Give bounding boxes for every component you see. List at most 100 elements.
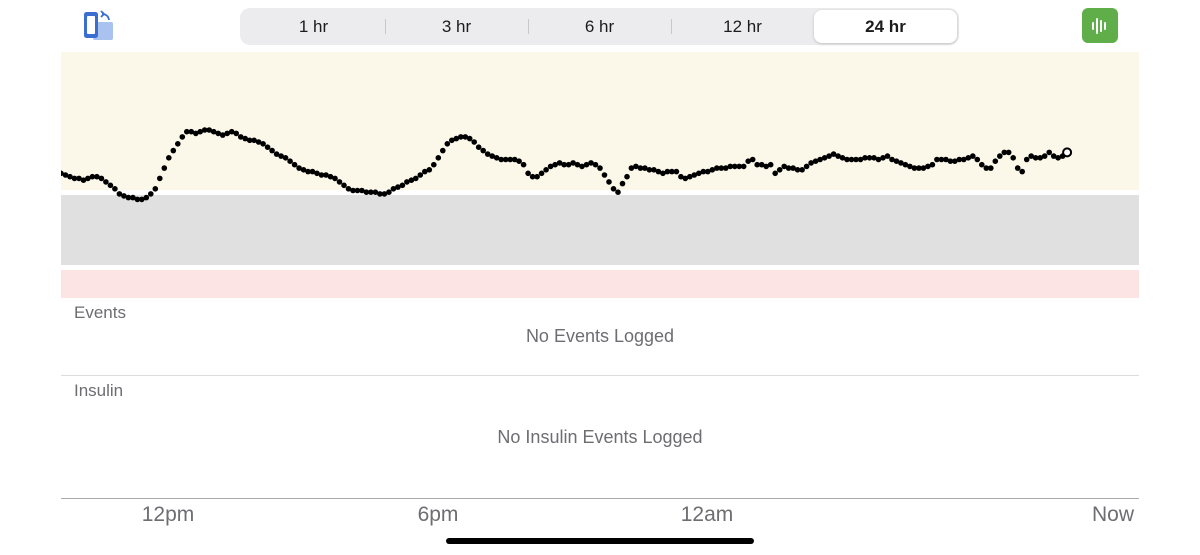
glucose-point	[453, 135, 460, 142]
glucose-point	[745, 158, 751, 164]
glucose-point	[839, 155, 846, 161]
glucose-point	[431, 161, 437, 168]
glucose-point	[381, 191, 388, 197]
glucose-point	[426, 167, 433, 173]
glucose-point	[871, 155, 877, 161]
glucose-point	[269, 147, 275, 154]
glucose-point	[246, 137, 253, 144]
glucose-point	[817, 156, 823, 163]
glucose-point	[682, 175, 689, 182]
glucose-point	[988, 165, 994, 171]
glucose-point	[556, 160, 563, 166]
glucose-point	[794, 167, 801, 173]
glucose-point	[947, 158, 954, 164]
glucose-point	[157, 175, 163, 182]
glucose-point	[170, 147, 177, 154]
glucose-point	[749, 156, 756, 163]
glucose-point	[624, 173, 630, 180]
glucose-point	[112, 186, 118, 192]
glucose-point	[148, 191, 154, 197]
time-axis-line	[61, 498, 1139, 499]
glucose-point	[705, 168, 711, 175]
glucose-point	[237, 134, 244, 140]
glucose-point	[606, 179, 612, 185]
glucose-point	[314, 170, 320, 177]
glucose-point	[547, 163, 554, 170]
glucose-point	[723, 165, 729, 171]
glucose-point	[615, 189, 621, 195]
glucose-point	[62, 172, 69, 178]
glucose-point	[961, 156, 967, 163]
glucose-point	[1010, 155, 1016, 161]
glucose-point	[952, 158, 958, 164]
glucose-point	[341, 182, 347, 189]
glucose-point	[390, 186, 397, 192]
glucose-point	[848, 156, 855, 163]
glucose-point	[799, 167, 805, 173]
glucose-readings	[61, 127, 1073, 203]
x-tick-label: 6pm	[417, 503, 459, 526]
glucose-point	[502, 156, 509, 163]
range-24hr[interactable]: 24 hr	[814, 10, 957, 43]
home-indicator[interactable]	[446, 538, 754, 544]
glucose-point	[440, 147, 446, 154]
glucose-point	[480, 147, 487, 154]
glucose-point	[197, 128, 203, 135]
audio-bars-button[interactable]	[1082, 8, 1118, 43]
glucose-point	[920, 165, 927, 171]
glucose-point	[458, 134, 464, 140]
glucose-point	[471, 139, 478, 145]
glucose-point	[372, 189, 379, 195]
glucose-point	[902, 161, 909, 168]
glucose-point	[282, 155, 289, 161]
glucose-point	[651, 167, 657, 173]
glucose-point	[718, 165, 725, 171]
glucose-point	[363, 189, 370, 195]
glucose-point	[669, 168, 675, 175]
glucose-point	[983, 165, 990, 171]
glucose-point	[655, 168, 662, 175]
glucose-point	[210, 128, 217, 135]
glucose-point	[462, 134, 469, 140]
glucose-point	[592, 161, 599, 168]
glucose-point	[386, 189, 392, 195]
glucose-point	[790, 165, 796, 171]
glucose-point	[143, 194, 150, 201]
glucose-point	[880, 155, 886, 161]
glucose-point	[1032, 155, 1039, 161]
range-3hr[interactable]: 3 hr	[385, 10, 528, 43]
glucose-point	[637, 165, 644, 171]
events-label: Events	[74, 303, 126, 322]
glucose-point	[1023, 156, 1030, 163]
glucose-point	[844, 156, 850, 163]
glucose-point	[884, 153, 891, 159]
glucose-point	[511, 156, 518, 163]
glucose-point	[278, 153, 284, 159]
glucose-point	[934, 156, 940, 163]
glucose-point	[929, 161, 936, 168]
events-divider	[61, 375, 1139, 376]
glucose-point	[422, 168, 428, 175]
glucose-point	[696, 170, 702, 177]
glucose-point	[821, 155, 828, 161]
glucose-point	[714, 165, 720, 171]
glucose-point	[408, 177, 415, 183]
range-12hr[interactable]: 12 hr	[671, 10, 814, 43]
glucose-point	[642, 165, 648, 171]
range-1hr[interactable]: 1 hr	[298, 16, 329, 36]
glucose-point	[916, 165, 922, 171]
glucose-point	[345, 186, 352, 192]
glucose-point	[305, 168, 311, 175]
rotate-screen-button[interactable]	[80, 8, 120, 44]
glucose-point	[318, 172, 325, 178]
glucose-point	[974, 156, 981, 163]
glucose-point	[255, 139, 262, 145]
glucose-point	[395, 184, 401, 190]
x-tick-label: 12pm	[141, 503, 195, 526]
glucose-point	[273, 151, 280, 157]
glucose-point	[543, 167, 549, 173]
range-6hr[interactable]: 6 hr	[528, 10, 671, 43]
glucose-point	[830, 151, 837, 157]
glucose-point	[107, 182, 114, 189]
glucose-point	[475, 144, 482, 150]
